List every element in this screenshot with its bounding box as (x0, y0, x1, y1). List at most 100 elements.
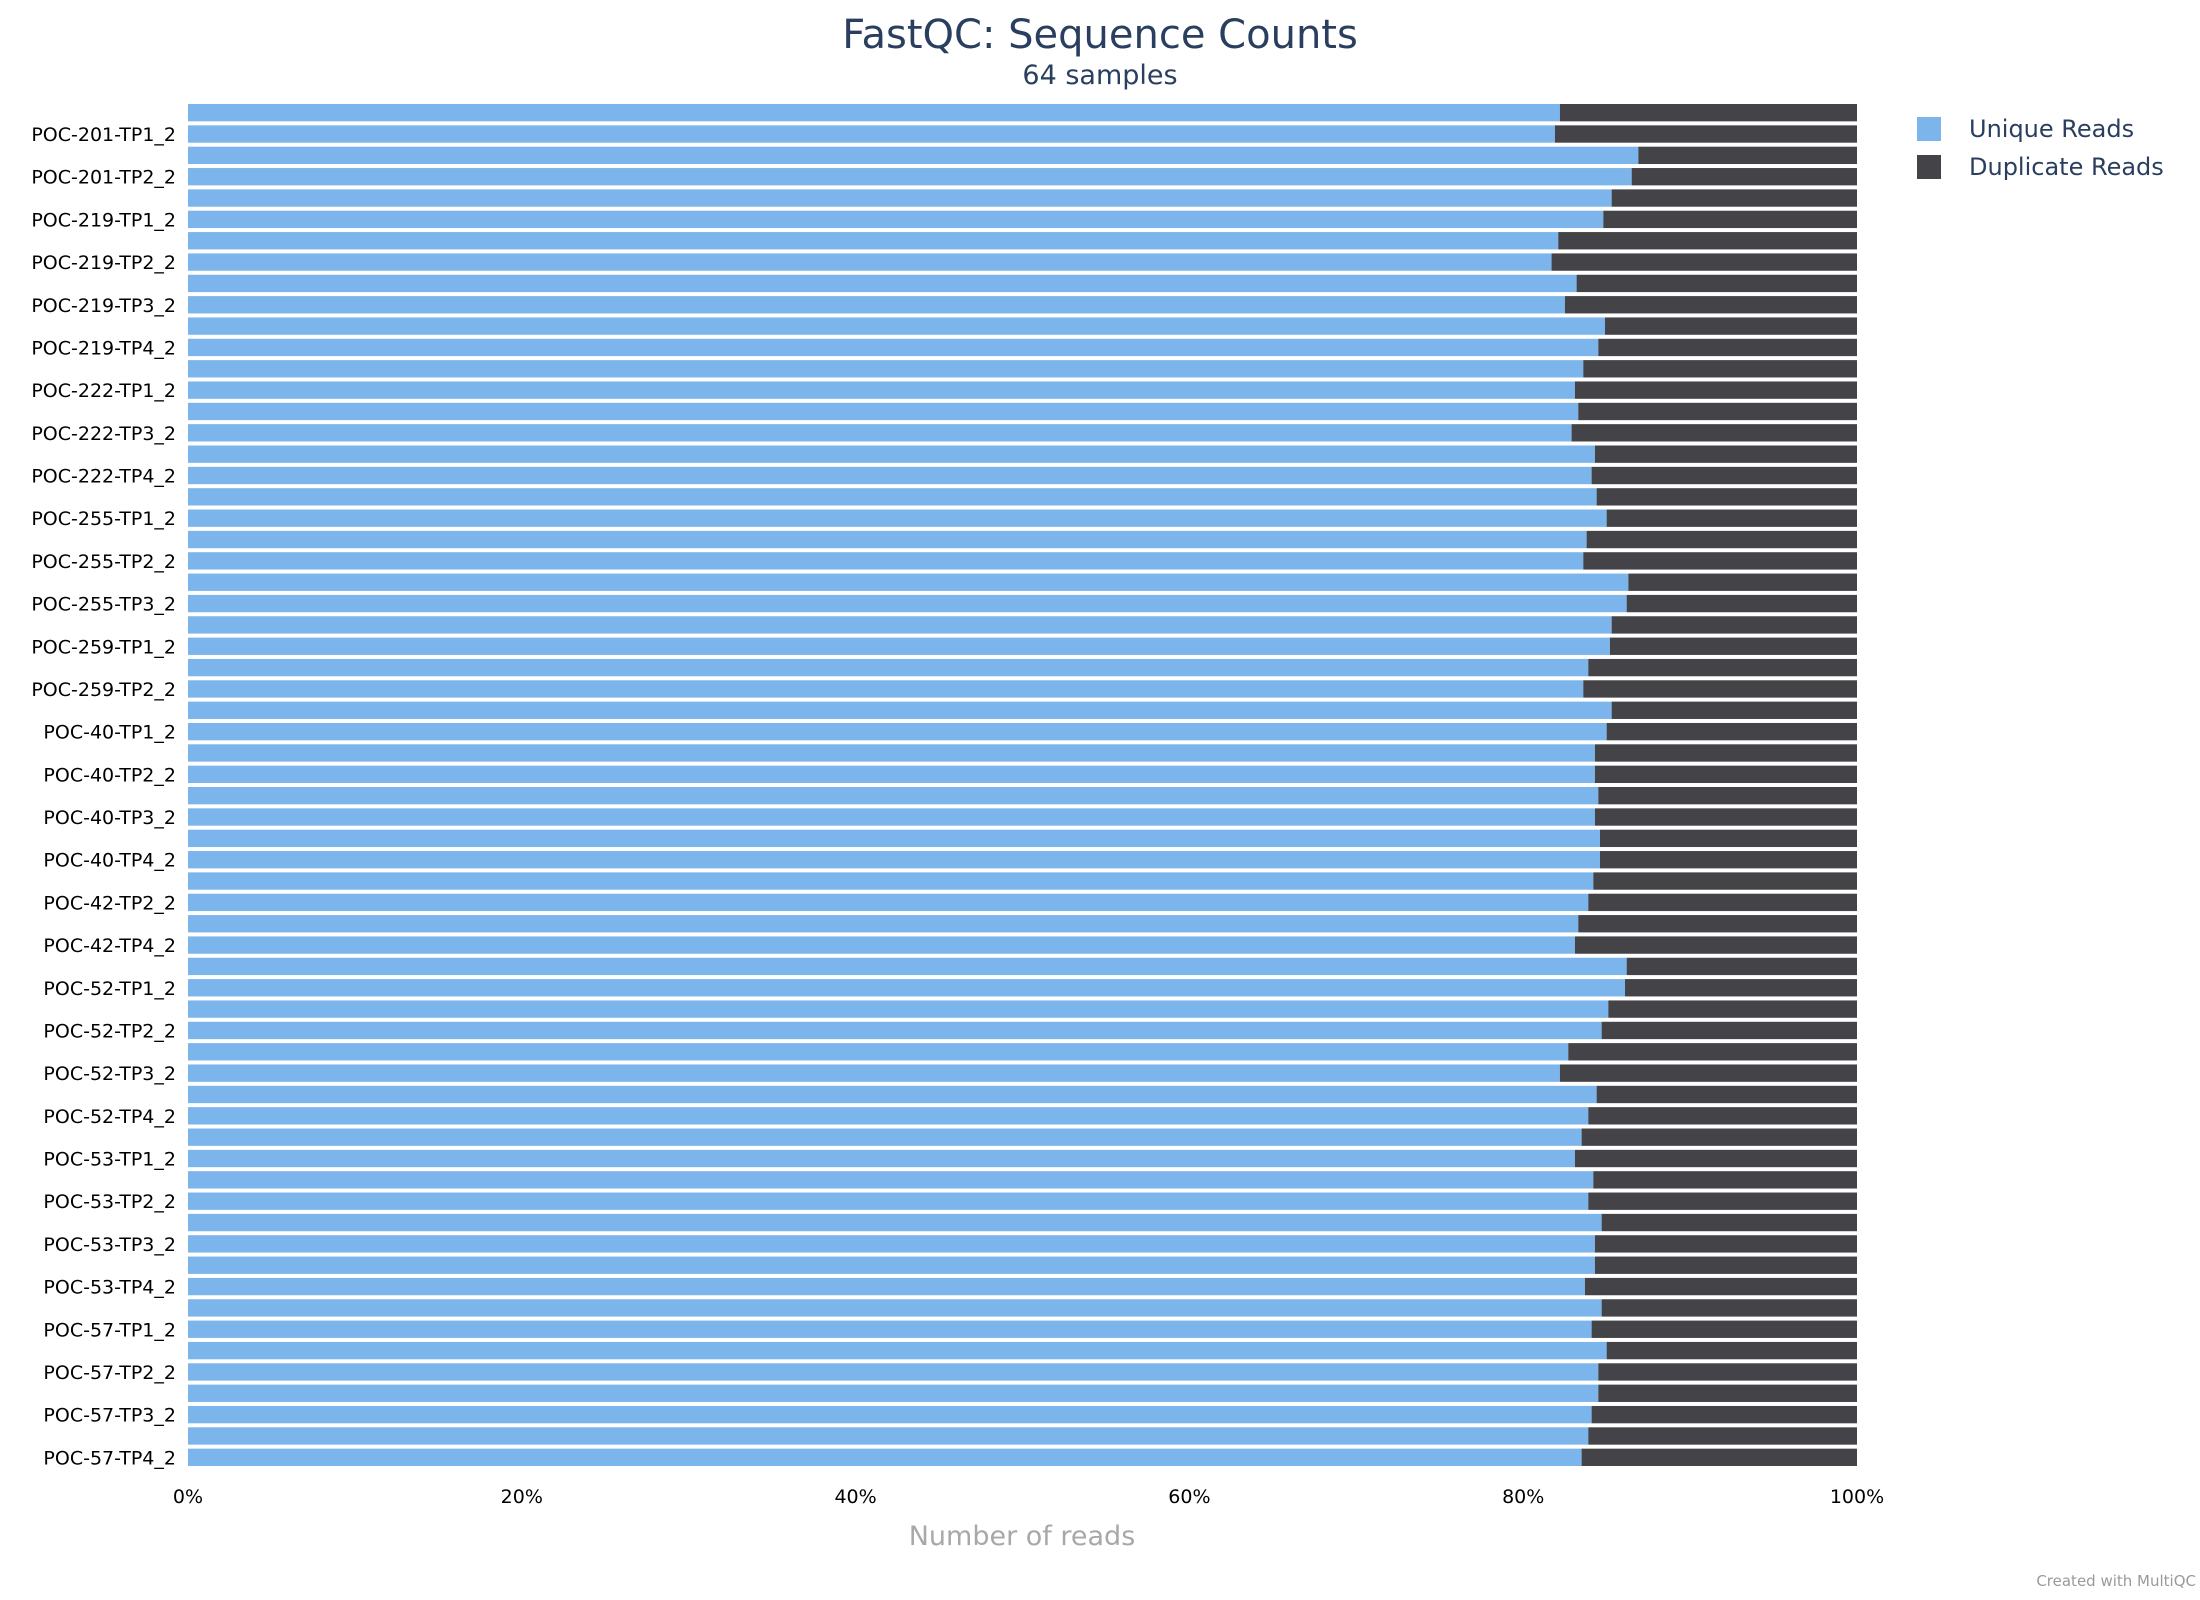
y-tick-label: POC-42-TP4_2 (43, 935, 176, 957)
bar-duplicate-POC-52-TP2_2 (1601, 1021, 1857, 1040)
bar-duplicate-POC-40-TP2_1 (1594, 744, 1857, 762)
bar-unique-POC-53-TP3_2 (188, 1235, 1595, 1253)
bar-duplicate-POC-53-TP3_2 (1594, 1235, 1857, 1253)
bar-unique-POC-222-TP4_2 (188, 466, 1592, 485)
bar-duplicate-POC-42-TP2_1 (1593, 872, 1857, 890)
y-tick-label: POC-52-TP3_2 (43, 1063, 176, 1085)
bar-unique-POC-57-TP1_1 (188, 1299, 1602, 1317)
y-tick-label: POC-40-TP3_2 (43, 807, 176, 829)
bar-unique-POC-219-TP3_1 (188, 274, 1577, 293)
bar-unique-POC-40-TP2_1 (188, 744, 1595, 762)
chart-subtitle: 64 samples (1022, 60, 1177, 91)
legend-item-unique-reads[interactable]: Unique Reads (1917, 115, 2134, 143)
y-tick-label: POC-57-TP2_2 (43, 1362, 176, 1384)
bar-duplicate-POC-57-TP4_1 (1588, 1427, 1857, 1445)
bar-duplicate-POC-255-TP2_1 (1586, 530, 1857, 549)
chart-title: FastQC: Sequence Counts (842, 12, 1358, 58)
y-tick-label: POC-219-TP4_2 (31, 337, 176, 359)
y-tick-label: POC-259-TP1_2 (31, 636, 176, 658)
y-tick-label: POC-255-TP1_2 (31, 508, 176, 530)
bar-unique-POC-222-TP4_1 (188, 445, 1595, 463)
bar-unique-POC-53-TP3_1 (188, 1213, 1602, 1232)
bar-duplicate-POC-222-TP4_2 (1591, 466, 1857, 485)
bar-duplicate-POC-57-TP2_1 (1606, 1341, 1857, 1360)
bar-unique-POC-52-TP2_2 (188, 1021, 1602, 1040)
y-tick-label: POC-52-TP1_2 (43, 978, 176, 1000)
bar-unique-POC-57-TP3_2 (188, 1405, 1592, 1424)
bar-unique-POC-219-TP4_1 (188, 317, 1605, 335)
bar-unique-POC-40-TP3_1 (188, 787, 1599, 805)
bar-unique-POC-255-TP2_1 (188, 530, 1587, 549)
bar-duplicate-POC-222-TP3_1 (1578, 402, 1857, 421)
bar-duplicate-POC-53-TP1_2 (1574, 1149, 1857, 1168)
bar-unique-POC-57-TP3_1 (188, 1384, 1599, 1402)
bar-duplicate-POC-222-TP1_2 (1574, 381, 1857, 399)
bar-duplicate-POC-53-TP4_1 (1594, 1256, 1857, 1274)
bar-duplicate-POC-40-TP3_1 (1598, 787, 1857, 805)
bar-duplicate-POC-259-TP1_2 (1609, 637, 1857, 655)
legend-swatch (1917, 117, 1941, 141)
bar-duplicate-POC-57-TP1_2 (1591, 1320, 1857, 1338)
bar-duplicate-POC-255-TP3_1 (1628, 573, 1857, 591)
bar-unique-POC-42-TP2_2 (188, 893, 1589, 912)
bar-duplicate-POC-219-TP1_1 (1611, 189, 1857, 207)
bar-unique-POC-40-TP3_2 (188, 808, 1595, 826)
y-tick-label: POC-52-TP2_2 (43, 1020, 176, 1042)
y-tick-label: POC-53-TP3_2 (43, 1234, 176, 1256)
bar-unique-POC-52-TP1_2 (188, 979, 1626, 997)
bar-duplicate-POC-57-TP3_1 (1598, 1384, 1857, 1402)
bar-duplicate-POC-219-TP2_1 (1558, 232, 1857, 250)
y-tick-label: POC-42-TP2_2 (43, 892, 176, 914)
bar-duplicate-POC-255-TP1_1 (1596, 488, 1857, 506)
bar-duplicate-POC-52-TP2_1 (1608, 1000, 1857, 1018)
bar-unique-POC-53-TP4_2 (188, 1277, 1585, 1296)
x-tick-label: 40% (834, 1486, 876, 1508)
bar-duplicate-POC-53-TP2_1 (1593, 1171, 1857, 1189)
y-tick-label: POC-222-TP3_2 (31, 423, 176, 445)
x-tick-label: 0% (173, 1486, 203, 1508)
bar-duplicate-POC-52-TP4_2 (1588, 1107, 1857, 1125)
bar-unique-POC-259-TP1_1 (188, 616, 1612, 634)
legend-swatch (1917, 155, 1941, 179)
bar-duplicate-POC-219-TP2_2 (1551, 253, 1857, 271)
bar-duplicate-POC-259-TP1_1 (1611, 616, 1857, 634)
bar-duplicate-POC-52-TP3_2 (1559, 1064, 1857, 1082)
bar-unique-POC-52-TP3_2 (188, 1064, 1560, 1082)
bar-duplicate-POC-201-TP2_2 (1631, 168, 1857, 186)
legend-item-duplicate-reads[interactable]: Duplicate Reads (1917, 153, 2164, 181)
bar-unique-POC-201-TP1_1 (188, 104, 1560, 122)
x-tick-label: 100% (1830, 1486, 1884, 1508)
y-tick-label: POC-57-TP1_2 (43, 1319, 176, 1341)
bar-duplicate-POC-259-TP2_2 (1583, 680, 1857, 698)
bar-duplicate-POC-40-TP4_1 (1599, 829, 1857, 848)
bar-unique-POC-222-TP3_2 (188, 424, 1572, 442)
bar-unique-POC-42-TP4_1 (188, 915, 1579, 933)
y-tick-label: POC-53-TP4_2 (43, 1277, 176, 1299)
bar-duplicate-POC-42-TP4_2 (1574, 936, 1857, 954)
bar-unique-POC-52-TP4_1 (188, 1085, 1597, 1104)
bar-unique-POC-219-TP2_1 (188, 232, 1559, 250)
bar-duplicate-POC-42-TP4_1 (1578, 915, 1857, 933)
y-tick-label: POC-222-TP4_2 (31, 466, 176, 488)
bar-duplicate-POC-40-TP1_1 (1611, 701, 1857, 719)
bar-unique-POC-201-TP2_1 (188, 146, 1639, 165)
bar-unique-POC-53-TP2_1 (188, 1171, 1594, 1189)
bar-unique-POC-52-TP2_1 (188, 1000, 1609, 1018)
bar-unique-POC-219-TP3_2 (188, 296, 1565, 314)
bar-duplicate-POC-52-TP1_2 (1625, 979, 1857, 997)
bar-duplicate-POC-53-TP4_2 (1584, 1277, 1857, 1296)
bar-duplicate-POC-219-TP1_2 (1603, 210, 1857, 229)
y-tick-label: POC-255-TP2_2 (31, 551, 176, 573)
y-tick-label: POC-219-TP2_2 (31, 252, 176, 274)
bar-unique-POC-53-TP1_1 (188, 1128, 1582, 1146)
bar-unique-POC-57-TP1_2 (188, 1320, 1592, 1338)
bar-unique-POC-52-TP4_2 (188, 1107, 1589, 1125)
bar-duplicate-POC-53-TP2_2 (1588, 1192, 1857, 1210)
bar-duplicate-POC-57-TP1_1 (1601, 1299, 1857, 1317)
y-tick-label: POC-57-TP4_2 (43, 1447, 176, 1469)
bar-unique-POC-52-TP1_1 (188, 957, 1627, 976)
bar-duplicate-POC-255-TP2_2 (1583, 552, 1857, 570)
legend-label: Unique Reads (1969, 115, 2134, 143)
y-tick-label: POC-201-TP1_2 (31, 124, 176, 146)
bar-unique-POC-259-TP2_2 (188, 680, 1584, 698)
